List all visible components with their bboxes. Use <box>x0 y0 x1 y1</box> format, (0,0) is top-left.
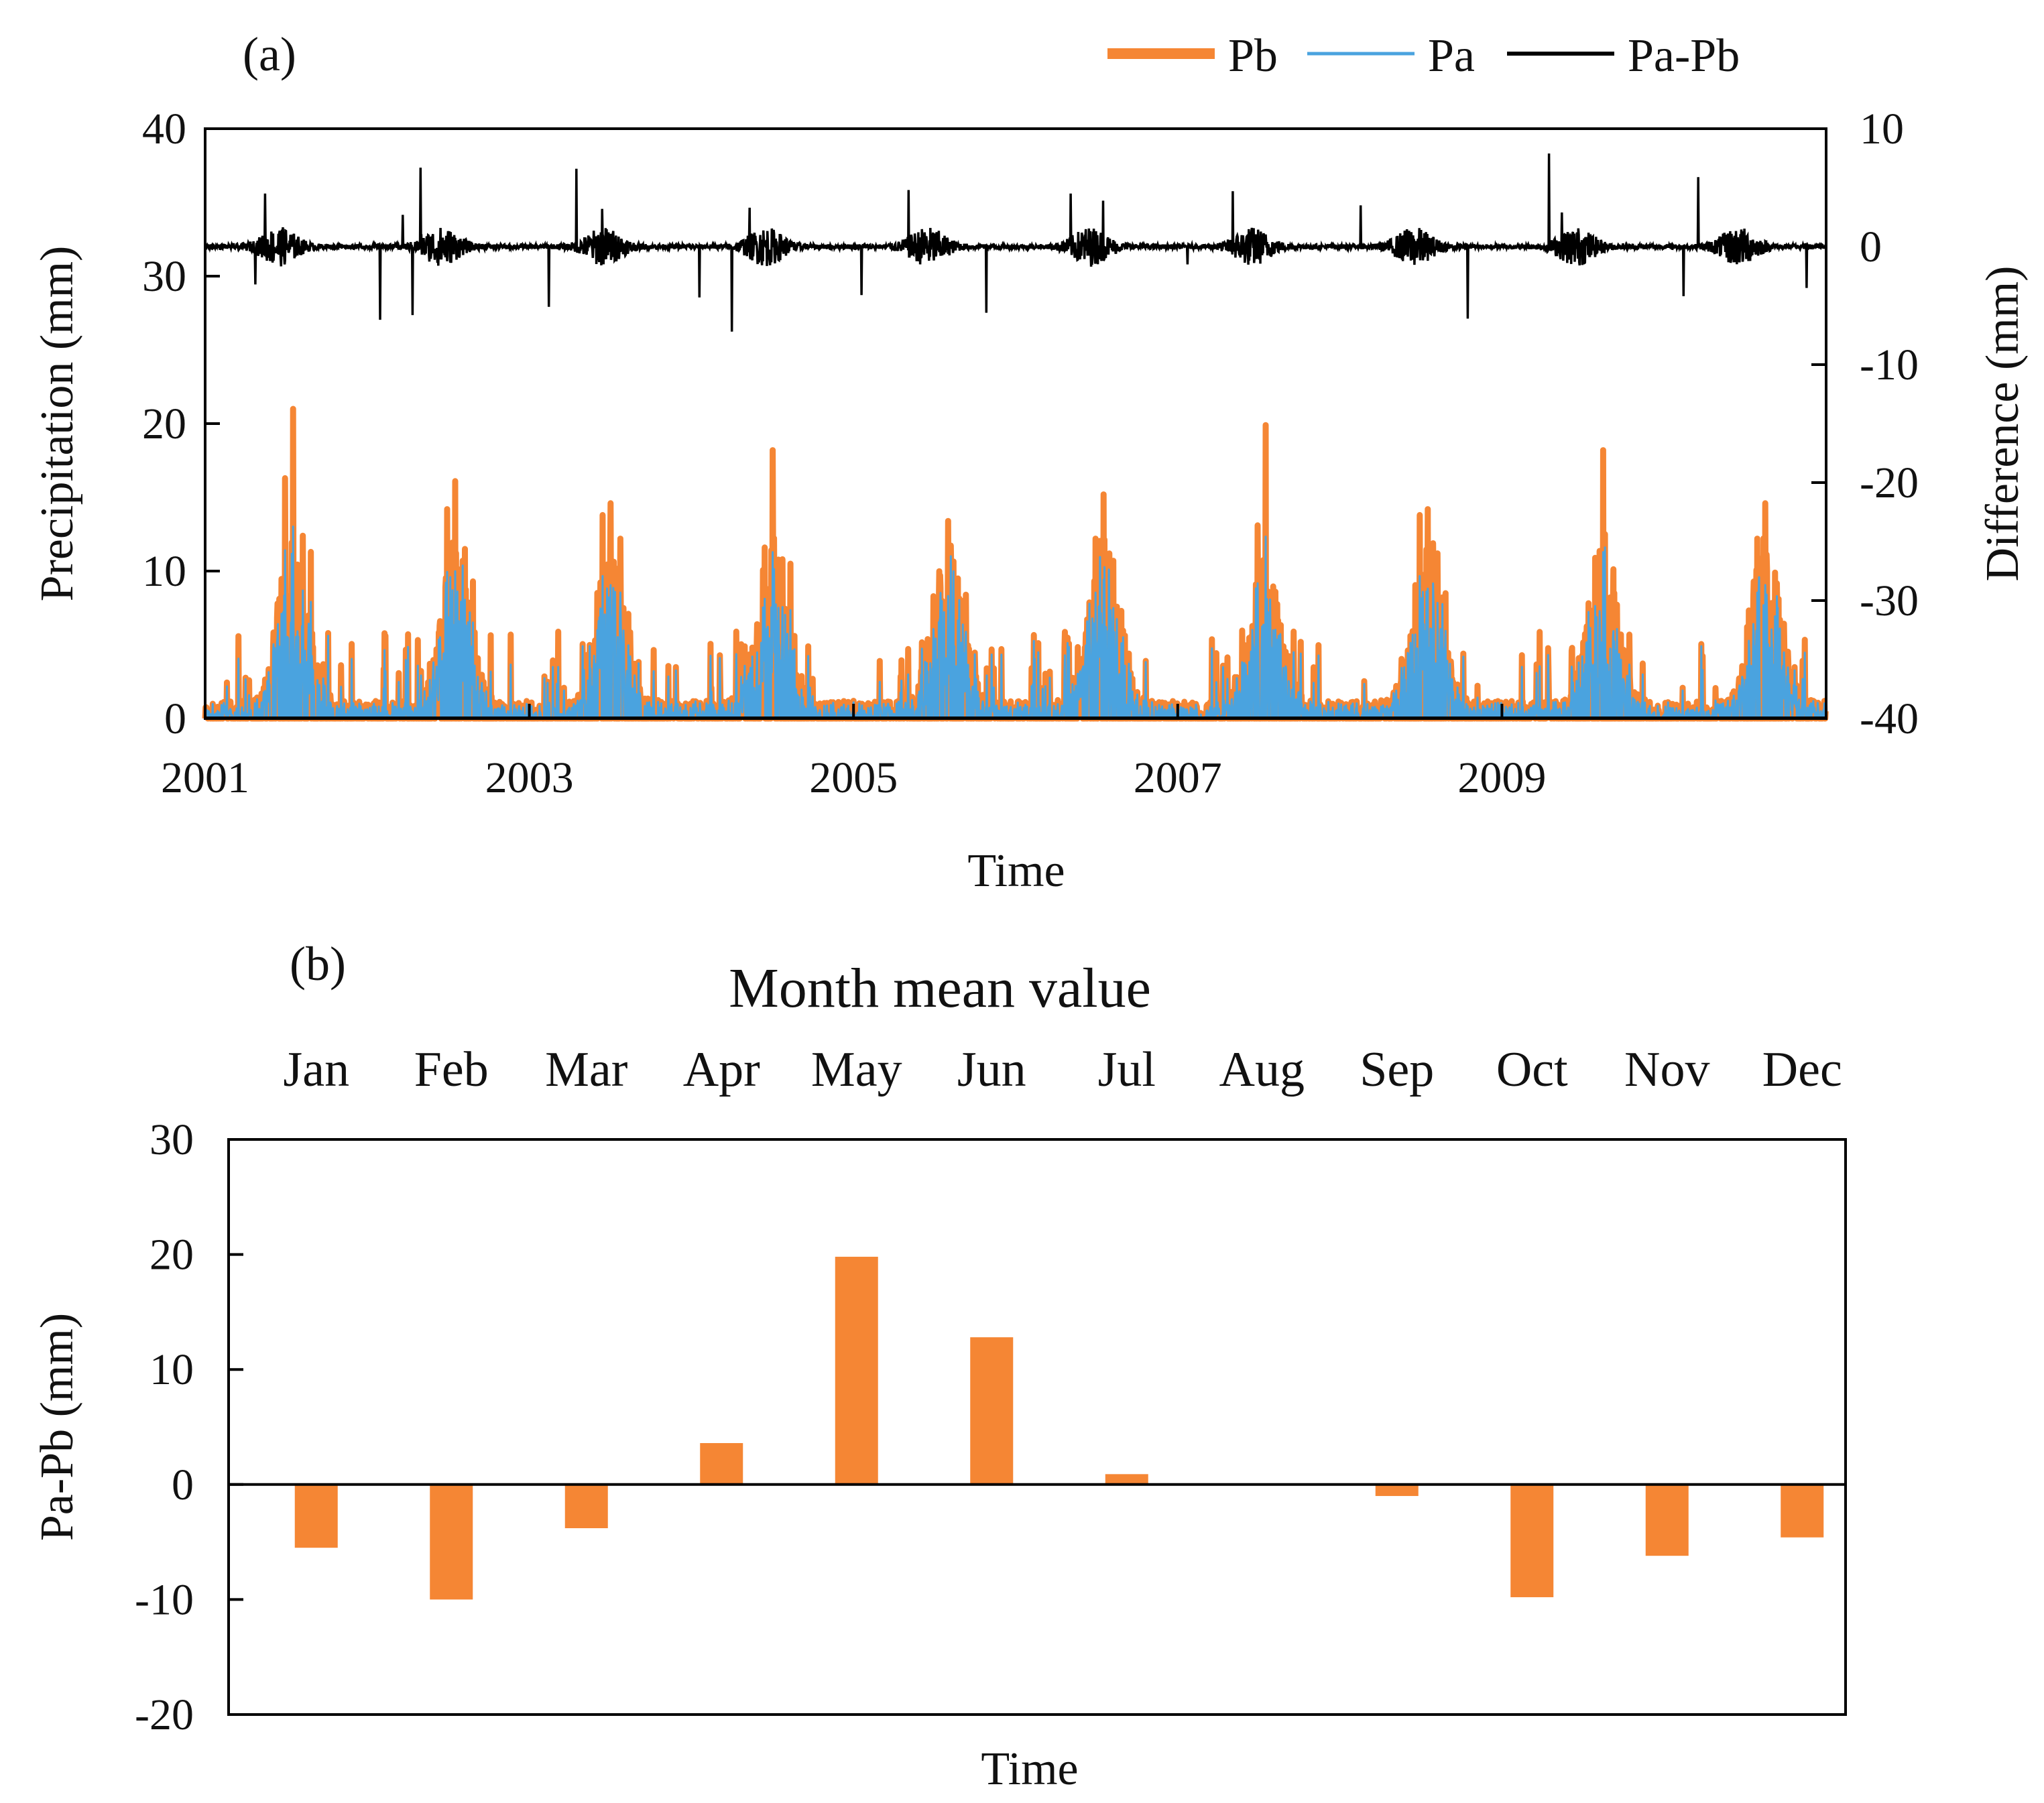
month-label: Apr <box>683 1042 760 1097</box>
y-axis-label-right: Difference (mm) <box>1977 266 2029 582</box>
bar-may <box>835 1257 878 1485</box>
month-label: Mar <box>545 1042 627 1097</box>
tick-layer: 0 10 20 30 40 -40 -30 -20 -10 0 10 2001 2003 2005 2007… <box>142 105 1919 802</box>
y-tick-label-b: 20 <box>149 1231 194 1280</box>
x-tick-label: 2001 <box>161 753 249 802</box>
y-tick-label-b: -10 <box>135 1575 194 1624</box>
panel-a: (a) Pb Pa Pa-Pb 0 10 20 30 40 -40 -30 -20 -10 0 10… <box>32 27 2029 897</box>
bar-jan <box>294 1484 338 1548</box>
legend-label-pa-pb: Pa-Pb <box>1628 30 1740 82</box>
legend: Pb Pa Pa-Pb <box>1107 30 1740 82</box>
y-tick-label: 30 <box>142 252 186 301</box>
month-label: May <box>811 1042 902 1097</box>
bar-layer <box>294 1257 1824 1600</box>
x-tick-label: 2009 <box>1457 753 1546 802</box>
month-label: Dec <box>1762 1042 1842 1097</box>
x-tick-label: 2007 <box>1134 753 1222 802</box>
bar-mar <box>564 1484 608 1529</box>
chart-title: Month mean value <box>729 957 1151 1019</box>
y-tick-label: 0 <box>164 694 186 743</box>
bar-sep <box>1375 1484 1419 1496</box>
panel-b-label: (b) <box>290 937 346 991</box>
panel-a-label: (a) <box>243 27 296 81</box>
y-right-tick-label: -10 <box>1860 340 1919 389</box>
y-right-tick-label: 10 <box>1860 105 1904 153</box>
y-right-tick-label: 0 <box>1860 223 1882 271</box>
series-line-pa-pb <box>204 153 1827 332</box>
bar-jul <box>1105 1474 1148 1485</box>
series-layer <box>202 153 1829 722</box>
x-tick-label: 2005 <box>809 753 898 802</box>
bar-feb <box>430 1484 473 1600</box>
y-tick-label: 10 <box>142 547 186 596</box>
y-right-tick-label: -20 <box>1860 458 1919 507</box>
y-axis-label-b: Pa-Pb (mm) <box>32 1313 83 1541</box>
y-tick-label-b: 10 <box>149 1345 194 1394</box>
month-label: Oct <box>1496 1042 1568 1097</box>
y-tick-label-b: -20 <box>135 1690 194 1739</box>
bar-nov <box>1645 1484 1689 1556</box>
bar-apr <box>700 1443 743 1485</box>
bar-dec <box>1781 1484 1824 1538</box>
bar-oct <box>1510 1484 1554 1597</box>
month-label: Jan <box>283 1042 349 1097</box>
bar-jun <box>970 1337 1014 1485</box>
y-right-tick-label: -30 <box>1860 576 1919 625</box>
month-label: Jul <box>1098 1042 1156 1097</box>
y-tick-label: 40 <box>142 105 186 153</box>
y-tick-label-b: 0 <box>172 1460 194 1509</box>
tick-layer-b: -20 -10 0 10 20 30 <box>135 1115 243 1739</box>
x-axis-label-b: Time <box>981 1743 1078 1795</box>
month-label: Jun <box>957 1042 1026 1097</box>
series-line-pa <box>204 525 1827 720</box>
month-label: Feb <box>414 1042 489 1097</box>
y-axis-label: Precipitation (mm) <box>32 246 83 602</box>
plot-frame-b <box>227 1138 1847 1716</box>
y-right-tick-label: -40 <box>1860 694 1919 743</box>
month-label-layer: Jan Feb Mar Apr May Jun Jul Aug Sep Oct Nov Dec <box>283 1042 1842 1097</box>
y-tick-label-b: 30 <box>149 1115 194 1164</box>
y-tick-label: 20 <box>142 399 186 448</box>
month-label: Aug <box>1219 1042 1305 1097</box>
month-label: Sep <box>1360 1042 1434 1097</box>
legend-label-pa: Pa <box>1428 30 1475 82</box>
legend-label-pb: Pb <box>1228 30 1278 82</box>
month-label: Nov <box>1624 1042 1709 1097</box>
x-axis-label: Time <box>967 845 1065 897</box>
panel-b: (b) Month mean value Jan Feb Mar Apr May Jun J… <box>32 937 1847 1795</box>
x-tick-label: 2003 <box>485 753 574 802</box>
